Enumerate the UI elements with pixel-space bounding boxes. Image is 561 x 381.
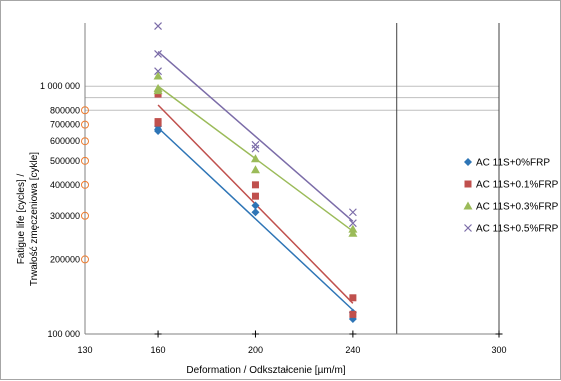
data-point <box>349 310 357 318</box>
axes <box>84 23 499 335</box>
gridlines <box>85 85 499 335</box>
data-point <box>348 219 357 228</box>
plus-marker <box>495 330 503 338</box>
x-tick-label: 160 <box>151 345 166 355</box>
legend-marker <box>464 180 472 188</box>
data-point <box>251 192 259 200</box>
data-point <box>250 154 260 163</box>
data-point <box>154 50 162 58</box>
y-tick-label: 800000 <box>50 105 80 115</box>
axis-circle-marker <box>81 106 89 115</box>
data-point <box>349 294 357 302</box>
data-point <box>153 71 163 80</box>
legend-marker <box>464 158 472 166</box>
legend-label: AC 11S+0.5%FRP <box>476 224 559 235</box>
data-point <box>251 144 260 153</box>
legend-label: AC 11S+0.1%FRP <box>476 180 559 191</box>
trend-line <box>157 51 354 222</box>
trend-line <box>157 127 354 311</box>
legend-marker <box>463 201 473 210</box>
x-tick-label: 130 <box>77 345 92 355</box>
axis-circle-marker <box>81 211 89 220</box>
y-tick-label: 100 000 <box>47 329 80 339</box>
data-point <box>154 118 162 126</box>
data-point <box>251 181 259 189</box>
legend: AC 11S+0%FRP AC 11S+0.1%FRP AC 11S+0.3%FRP… <box>463 158 559 235</box>
legend-label: AC 11S+0.3%FRP <box>476 202 559 213</box>
y-tick-label: 300000 <box>50 211 80 221</box>
data-point <box>154 22 162 30</box>
trend-lines <box>157 51 354 311</box>
axis-circle-marker <box>81 255 89 264</box>
axis-circle-marker <box>81 137 89 146</box>
x-tick-labels: 130 160 200 240 300 <box>77 345 506 355</box>
y-tick-labels: 100 000 200000 300000 400000 500000 600000 700… <box>40 81 80 339</box>
y-tick-label: 1 000 000 <box>40 81 80 91</box>
plus-marker <box>251 330 259 338</box>
x-axis-label: Deformation / Odkształcenie [µm/m] <box>186 365 345 376</box>
y-axis-label-line-2: Trwałość zmęczeniowa [cykle] <box>29 152 40 286</box>
data-point <box>250 165 260 174</box>
y-axis-label-line-1: Fatigue life [cycles] / <box>16 173 27 264</box>
data-point <box>251 201 260 210</box>
plus-marker <box>349 330 357 338</box>
y-tick-label: 500000 <box>50 156 80 166</box>
data-point <box>154 67 162 76</box>
legend-marker <box>464 224 472 232</box>
extra-markers <box>81 106 503 338</box>
axis-circle-marker <box>81 120 89 129</box>
vertical-reference-lines <box>396 23 500 334</box>
data-point <box>348 224 358 233</box>
y-tick-label: 400000 <box>50 180 80 190</box>
y-tick-label: 600000 <box>50 136 80 146</box>
x-tick-label: 240 <box>345 345 360 355</box>
data-points <box>153 22 358 323</box>
y-tick-label: 200000 <box>50 254 80 264</box>
y-tick-label: 700000 <box>50 120 80 130</box>
data-point <box>251 140 260 149</box>
data-point <box>348 208 357 217</box>
data-point <box>153 83 163 92</box>
axis-circle-marker <box>81 180 89 189</box>
x-tick-label: 300 <box>491 345 506 355</box>
axis-circle-marker <box>81 156 89 165</box>
data-point <box>251 208 260 217</box>
legend-label: AC 11S+0%FRP <box>476 158 550 169</box>
data-point <box>348 228 358 237</box>
x-tick-label: 200 <box>248 345 263 355</box>
plus-marker <box>154 330 162 338</box>
